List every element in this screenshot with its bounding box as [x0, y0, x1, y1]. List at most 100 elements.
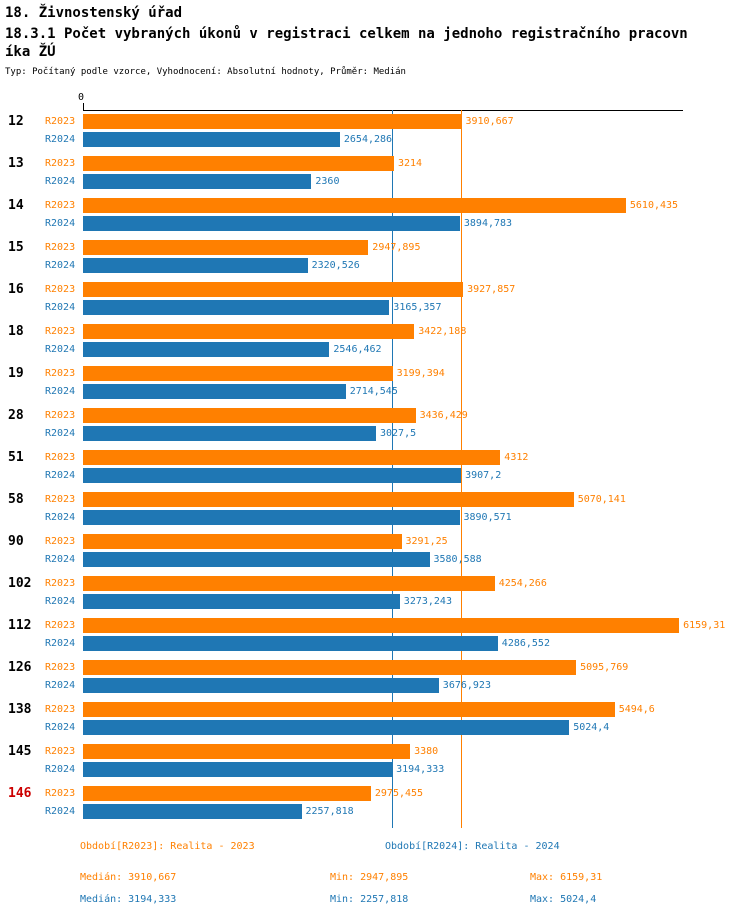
series-label-r2024: R2024 — [45, 344, 76, 355]
bar-row: R2024 3907,2 — [0, 468, 750, 483]
bar-value-label: 2257,818 — [305, 806, 354, 817]
series-label-r2023: R2023 — [45, 662, 76, 673]
bar-row: 12 R2023 3910,667 — [0, 114, 750, 129]
bar-value-label: 3194,333 — [396, 764, 445, 775]
bar-r2023-126 — [83, 660, 577, 675]
bar-track: 3436,429 — [83, 408, 750, 423]
series-label-r2024: R2024 — [45, 638, 76, 649]
series-label-r2024: R2024 — [45, 302, 76, 313]
category-label: 14 — [8, 198, 24, 213]
legend-min-r2023: Min: 2947,895 — [330, 872, 409, 883]
series-label-r2024: R2024 — [45, 554, 76, 565]
series-label-r2024: R2024 — [45, 680, 76, 691]
category-group-16: 16 R2023 3927,857 R2024 3165,357 — [0, 282, 750, 324]
bar-row: 16 R2023 3927,857 — [0, 282, 750, 297]
bar-value-label: 3436,429 — [419, 410, 468, 421]
category-group-28: 28 R2023 3436,429 R2024 3027,5 — [0, 408, 750, 450]
bar-row: R2024 3165,357 — [0, 300, 750, 315]
bar-row: 28 R2023 3436,429 — [0, 408, 750, 423]
series-label-r2024: R2024 — [45, 722, 76, 733]
bar-value-label: 4286,552 — [501, 638, 550, 649]
bar-track: 5610,435 — [83, 198, 750, 213]
bar-r2023-16 — [83, 282, 464, 297]
bar-r2023-145 — [83, 744, 411, 759]
bar-track: 3165,357 — [83, 300, 750, 315]
bar-track: 5095,769 — [83, 660, 750, 675]
bar-track: 3927,857 — [83, 282, 750, 297]
bar-row: R2024 2654,286 — [0, 132, 750, 147]
legend-period-r2024: Období[R2024]: Realita - 2024 — [385, 841, 560, 852]
series-label-r2023: R2023 — [45, 536, 76, 547]
bar-track: 5494,6 — [83, 702, 750, 717]
bar-row: 145 R2023 3380 — [0, 744, 750, 759]
bar-r2023-15 — [83, 240, 369, 255]
bar-value-label: 2320,526 — [311, 260, 360, 271]
category-group-145: 145 R2023 3380 R2024 3194,333 — [0, 744, 750, 786]
category-label: 90 — [8, 534, 24, 549]
bar-value-label: 3380 — [414, 746, 439, 757]
category-label: 126 — [8, 660, 32, 675]
category-label: 28 — [8, 408, 24, 423]
bar-value-label: 3927,857 — [467, 284, 516, 295]
bar-value-label: 2546,462 — [333, 344, 382, 355]
bar-r2024-51 — [83, 468, 462, 483]
category-group-58: 58 R2023 5070,141 R2024 3890,571 — [0, 492, 750, 534]
series-label-r2023: R2023 — [45, 242, 76, 253]
x-axis-tick — [83, 103, 84, 110]
bar-track: 3027,5 — [83, 426, 750, 441]
bar-r2023-19 — [83, 366, 393, 381]
bar-row: 15 R2023 2947,895 — [0, 240, 750, 255]
series-label-r2024: R2024 — [45, 512, 76, 523]
legend-min-r2024: Min: 2257,818 — [330, 894, 409, 905]
bar-r2024-126 — [83, 678, 439, 693]
bar-r2023-112 — [83, 618, 680, 633]
bar-r2023-51 — [83, 450, 501, 465]
bar-row: R2024 3027,5 — [0, 426, 750, 441]
bar-value-label: 3676,923 — [442, 680, 491, 691]
bar-row: R2024 2546,462 — [0, 342, 750, 357]
bar-row: 112 R2023 6159,31 — [0, 618, 750, 633]
bar-track: 2947,895 — [83, 240, 750, 255]
series-label-r2024: R2024 — [45, 470, 76, 481]
bar-row: 102 R2023 4254,266 — [0, 576, 750, 591]
bar-r2023-102 — [83, 576, 495, 591]
category-label: 51 — [8, 450, 24, 465]
legend-period-r2023: Období[R2023]: Realita - 2023 — [80, 841, 255, 852]
bar-row: R2024 2714,545 — [0, 384, 750, 399]
bar-track: 6159,31 — [83, 618, 750, 633]
bar-row: 19 R2023 3199,394 — [0, 366, 750, 381]
category-label: 16 — [8, 282, 24, 297]
bar-value-label: 2947,895 — [372, 242, 421, 253]
x-axis-zero-label: 0 — [78, 92, 85, 103]
bar-row: R2024 3580,588 — [0, 552, 750, 567]
bar-r2024-138 — [83, 720, 570, 735]
legend-max-r2023: Max: 6159,31 — [530, 872, 603, 883]
category-group-13: 13 R2023 3214 R2024 2360 — [0, 156, 750, 198]
category-label: 12 — [8, 114, 24, 129]
bar-track: 3890,571 — [83, 510, 750, 525]
x-axis-line — [83, 110, 683, 111]
bar-row: R2024 2360 — [0, 174, 750, 189]
category-label: 15 — [8, 240, 24, 255]
category-group-51: 51 R2023 4312 R2024 3907,2 — [0, 450, 750, 492]
bar-r2024-28 — [83, 426, 376, 441]
bar-row: 18 R2023 3422,188 — [0, 324, 750, 339]
report-section-title: 18. Živnostenský úřad — [5, 5, 183, 21]
bar-value-label: 2975,455 — [374, 788, 424, 799]
bar-value-label: 3907,2 — [465, 470, 502, 481]
series-label-r2023: R2023 — [45, 158, 76, 169]
median-r2023-line — [461, 110, 462, 828]
bar-value-label: 3165,357 — [393, 302, 442, 313]
category-group-90: 90 R2023 3291,25 R2024 3580,588 — [0, 534, 750, 576]
bar-value-label: 3580,588 — [433, 554, 482, 565]
series-label-r2023: R2023 — [45, 494, 76, 505]
bar-row: R2024 3676,923 — [0, 678, 750, 693]
category-label: 13 — [8, 156, 24, 171]
series-label-r2024: R2024 — [45, 428, 76, 439]
bar-r2024-146 — [83, 804, 302, 819]
category-group-126: 126 R2023 5095,769 R2024 3676,923 — [0, 660, 750, 702]
bar-r2024-12 — [83, 132, 340, 147]
bar-r2024-58 — [83, 510, 460, 525]
bar-r2023-58 — [83, 492, 574, 507]
bar-value-label: 3214 — [398, 158, 423, 169]
